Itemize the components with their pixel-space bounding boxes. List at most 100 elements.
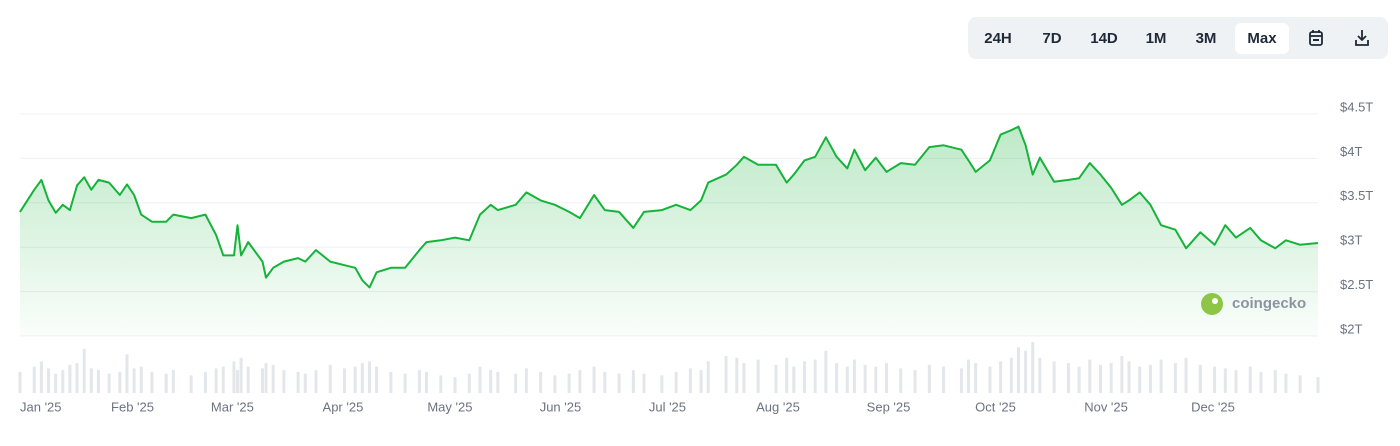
volume-bar bbox=[1024, 350, 1028, 393]
y-tick-label: $4T bbox=[1340, 144, 1362, 159]
volume-bar bbox=[1259, 371, 1263, 393]
volume-bar bbox=[1316, 377, 1320, 393]
volume-bar bbox=[967, 359, 971, 393]
volume-bar bbox=[1038, 357, 1042, 393]
volume-bar bbox=[1127, 361, 1131, 393]
volume-bar bbox=[742, 363, 746, 393]
volume-bar bbox=[189, 375, 193, 393]
volume-bar bbox=[899, 368, 903, 393]
volume-bar bbox=[303, 373, 307, 393]
volume-bar bbox=[539, 371, 543, 393]
volume-bar bbox=[1223, 368, 1227, 393]
y-tick-label: $2T bbox=[1340, 321, 1362, 336]
volume-bar bbox=[631, 370, 635, 393]
range-button[interactable]: Max bbox=[1247, 30, 1277, 47]
volume-bar bbox=[1138, 366, 1142, 393]
volume-bar bbox=[874, 366, 878, 393]
volume-bar bbox=[54, 373, 58, 393]
volume-bar bbox=[18, 371, 22, 393]
volume-bar bbox=[125, 354, 129, 393]
volume-bar bbox=[489, 370, 493, 393]
price-line bbox=[19, 125, 1319, 289]
volume-bar bbox=[927, 364, 931, 393]
volume-bar bbox=[1052, 361, 1056, 393]
volume-bar bbox=[959, 368, 963, 393]
volume-bar bbox=[246, 366, 250, 393]
x-tick-label: Jun '25 bbox=[540, 399, 582, 414]
volume-bar bbox=[688, 368, 692, 393]
volume-bar bbox=[353, 366, 357, 393]
volume-bar bbox=[999, 361, 1003, 393]
volume-bar bbox=[75, 363, 79, 393]
range-button[interactable]: 14D bbox=[1090, 30, 1118, 47]
range-button[interactable]: 7D bbox=[1042, 30, 1061, 47]
volume-bar bbox=[706, 361, 710, 393]
volume-bar bbox=[439, 375, 443, 393]
selected-range-bg bbox=[1235, 23, 1289, 54]
volume-bar bbox=[524, 368, 528, 393]
volume-bar bbox=[942, 366, 946, 393]
volume-bar bbox=[375, 366, 379, 393]
x-tick-label: Dec '25 bbox=[1191, 399, 1235, 414]
x-tick-label: Nov '25 bbox=[1084, 399, 1128, 414]
volume-bar bbox=[32, 366, 36, 393]
volume-bar bbox=[453, 377, 457, 393]
volume-bar bbox=[389, 371, 393, 393]
download-icon[interactable] bbox=[1355, 30, 1369, 46]
volume-bar bbox=[236, 370, 240, 393]
volume-bar bbox=[343, 368, 346, 393]
range-button[interactable]: 24H bbox=[984, 30, 1012, 47]
watermark: coingecko bbox=[1201, 293, 1306, 315]
volume-bar bbox=[724, 356, 728, 393]
x-tick-label: May '25 bbox=[427, 399, 472, 414]
volume-bar bbox=[1016, 347, 1020, 393]
x-tick-label: Oct '25 bbox=[975, 399, 1016, 414]
volume-bar bbox=[68, 364, 72, 393]
volume-bar bbox=[813, 359, 817, 393]
volume-bar bbox=[214, 368, 218, 393]
volume-bar bbox=[164, 373, 168, 393]
x-tick-label: Jan '25 bbox=[20, 399, 62, 414]
volume-bar bbox=[203, 371, 207, 393]
x-tick-label: Apr '25 bbox=[323, 399, 364, 414]
volume-bar bbox=[863, 364, 867, 393]
volume-bar bbox=[403, 373, 407, 393]
x-tick-label: Sep '25 bbox=[867, 399, 911, 414]
volume-bar bbox=[425, 371, 429, 393]
volume-bar bbox=[1248, 366, 1252, 393]
volume-bar bbox=[467, 373, 471, 393]
volume-bar bbox=[617, 373, 621, 393]
volume-bar bbox=[1098, 364, 1102, 393]
volume-bar bbox=[592, 366, 596, 393]
range-button[interactable]: 3M bbox=[1196, 30, 1217, 47]
volume-bar bbox=[835, 363, 839, 393]
volume-bar bbox=[885, 363, 889, 393]
range-bar bbox=[968, 17, 1388, 59]
volume-bar bbox=[824, 350, 828, 393]
volume-bar bbox=[232, 361, 236, 393]
watermark-text: coingecko bbox=[1232, 295, 1306, 312]
volume-bar bbox=[1148, 364, 1152, 393]
volume-bar bbox=[367, 361, 371, 393]
volume-bar bbox=[1109, 363, 1113, 393]
volume-bar bbox=[264, 363, 268, 393]
volume-bar bbox=[150, 371, 154, 393]
volume-bar bbox=[296, 371, 300, 393]
volume-bar bbox=[735, 357, 739, 393]
volume-bar bbox=[974, 363, 978, 393]
volume-bar bbox=[913, 370, 917, 393]
y-tick-label: $2.5T bbox=[1340, 277, 1373, 292]
volume-bar bbox=[660, 375, 664, 393]
x-tick-label: Jul '25 bbox=[649, 399, 686, 414]
y-tick-label: $3T bbox=[1340, 233, 1362, 248]
volume-bar bbox=[1284, 373, 1288, 393]
volume-bar bbox=[107, 373, 111, 393]
volume-bar bbox=[1173, 363, 1177, 393]
volume-bar bbox=[47, 368, 51, 393]
calendar-icon[interactable] bbox=[1309, 30, 1323, 46]
volume-bar bbox=[496, 371, 500, 393]
volume-bar bbox=[1066, 363, 1070, 393]
range-button[interactable]: 1M bbox=[1146, 30, 1167, 47]
volume-bar bbox=[785, 357, 789, 393]
